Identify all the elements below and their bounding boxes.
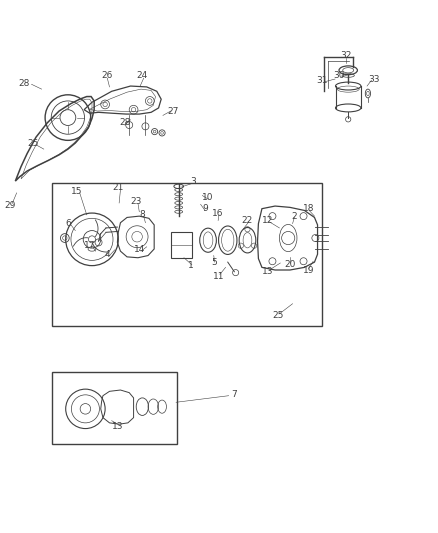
Text: 12: 12: [262, 216, 274, 225]
Text: 29: 29: [4, 201, 15, 209]
Text: 18: 18: [303, 204, 314, 213]
Bar: [52, 372, 177, 444]
Bar: [171, 232, 192, 258]
Text: 21: 21: [113, 183, 124, 192]
Text: 31: 31: [316, 76, 328, 85]
Text: 6: 6: [65, 219, 71, 228]
Text: 22: 22: [242, 216, 253, 225]
Text: 30: 30: [334, 71, 345, 80]
Text: 11: 11: [213, 272, 225, 281]
Text: 23: 23: [130, 197, 141, 206]
Text: 19: 19: [303, 265, 314, 274]
Text: 13: 13: [112, 422, 123, 431]
Text: 1: 1: [187, 261, 194, 270]
Text: 9: 9: [202, 204, 208, 213]
Text: 33: 33: [369, 75, 380, 84]
Text: 3: 3: [190, 176, 196, 185]
Text: 20: 20: [284, 260, 296, 269]
Text: 26: 26: [102, 71, 113, 80]
Text: 2: 2: [292, 212, 297, 221]
Text: 5: 5: [211, 259, 217, 268]
Text: 25: 25: [272, 311, 284, 320]
Text: 28: 28: [18, 79, 30, 88]
Text: 16: 16: [212, 208, 224, 217]
Text: 17: 17: [84, 241, 95, 250]
Text: 7: 7: [231, 390, 237, 399]
Text: 27: 27: [167, 107, 179, 116]
Text: 25: 25: [27, 139, 39, 148]
Text: 4: 4: [105, 250, 110, 259]
Text: 14: 14: [134, 245, 145, 254]
Text: 15: 15: [71, 187, 82, 196]
Text: 28: 28: [119, 118, 131, 127]
Text: 13: 13: [262, 267, 274, 276]
Bar: [52, 183, 322, 326]
Text: 24: 24: [137, 71, 148, 80]
Text: 32: 32: [340, 51, 352, 60]
Text: 8: 8: [139, 211, 145, 219]
Text: 10: 10: [202, 193, 214, 202]
